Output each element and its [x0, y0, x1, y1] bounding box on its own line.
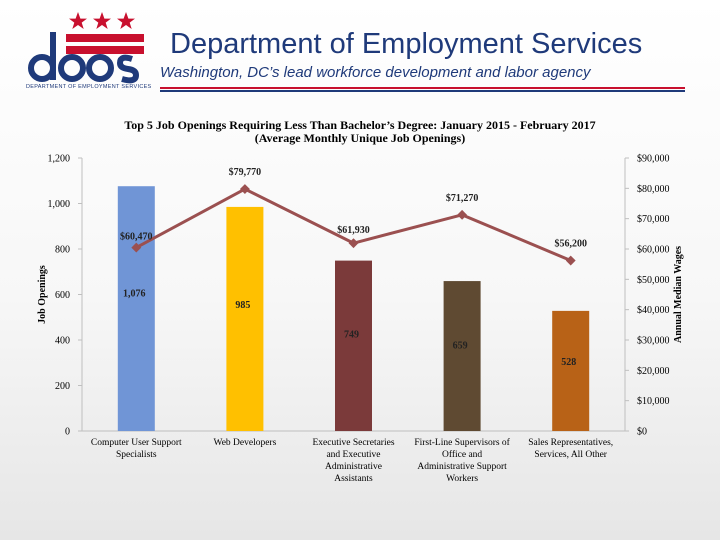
x-category-label: Assistants — [334, 474, 373, 484]
bar — [335, 260, 372, 431]
y-tick-label-right: $20,000 — [637, 366, 670, 377]
does-logo: does — [28, 12, 144, 84]
chart-title: Top 5 Job Openings Requiring Less Than B… — [124, 118, 596, 132]
wage-data-label: $61,930 — [337, 225, 370, 236]
x-category-label: Administrative — [325, 462, 382, 472]
y-axis-label-left: Job Openings — [37, 265, 48, 324]
bar-data-label: 659 — [453, 341, 468, 352]
wage-point — [239, 184, 250, 194]
y-tick-label-left: 1,200 — [48, 154, 71, 165]
y-tick-label-left: 1,000 — [48, 199, 71, 210]
x-category-label: Web Developers — [213, 438, 276, 448]
y-tick-label-left: 600 — [55, 290, 70, 301]
stars-icon — [69, 12, 135, 29]
wage-data-label: $79,770 — [229, 167, 262, 178]
x-category-label: Services, All Other — [534, 450, 607, 460]
y-tick-label-right: $30,000 — [637, 336, 670, 347]
y-tick-label-right: $60,000 — [637, 245, 670, 256]
bar — [117, 186, 155, 431]
header-rule-red — [160, 87, 685, 89]
y-tick-label-left: 400 — [55, 336, 70, 347]
x-category-label: Computer User Support — [91, 438, 182, 448]
chart-title-block: Top 5 Job Openings Requiring Less Than B… — [60, 119, 660, 145]
x-category-label: Workers — [446, 474, 478, 484]
page-subtitle: Washington, DC’s lead workforce developm… — [160, 64, 591, 81]
page-title: Department of Employment Services — [170, 28, 643, 60]
y-tick-label-right: $80,000 — [637, 184, 670, 195]
bar — [226, 206, 264, 431]
x-category-label: Sales Representatives, — [528, 438, 613, 448]
wage-data-label: $71,270 — [446, 193, 479, 204]
header-rule-navy — [160, 90, 685, 92]
bar-data-label: 985 — [235, 300, 250, 311]
y-tick-label-left: 0 — [65, 427, 70, 438]
y-tick-label-right: $10,000 — [637, 396, 670, 407]
bar-data-label: 528 — [561, 357, 576, 368]
y-tick-label-left: 200 — [55, 381, 70, 392]
x-category-label: Executive Secretaries — [312, 438, 394, 448]
wage-data-label: $60,470 — [120, 232, 153, 243]
y-tick-label-left: 800 — [55, 245, 70, 256]
y-tick-label-right: $90,000 — [637, 154, 670, 165]
logo-subtext: DEPARTMENT OF EMPLOYMENT SERVICES — [26, 84, 152, 90]
x-category-label: and Executive — [326, 450, 380, 460]
wage-point — [348, 238, 359, 249]
wage-data-label: $56,200 — [554, 239, 587, 250]
x-category-label: Administrative Support — [417, 462, 507, 472]
bar-data-label: 1,076 — [123, 288, 146, 299]
y-tick-label-right: $70,000 — [637, 214, 670, 225]
wage-point — [565, 255, 576, 266]
x-category-label: Office and — [442, 449, 482, 460]
y-tick-label-right: $50,000 — [637, 275, 670, 286]
bar — [552, 310, 590, 431]
y-tick-label-right: $0 — [637, 427, 647, 438]
y-axis-label-right: Annual Median Wages — [673, 246, 684, 343]
bar — [443, 281, 481, 431]
wage-point — [457, 209, 468, 220]
y-tick-label-right: $40,000 — [637, 305, 670, 316]
flag-bars-icon — [66, 34, 144, 54]
x-category-label: First-Line Supervisors of — [414, 437, 510, 448]
bar-data-label: 749 — [344, 329, 359, 340]
wage-point — [131, 242, 142, 253]
chart-subtitle: (Average Monthly Unique Job Openings) — [254, 131, 466, 145]
logo-lettering — [28, 32, 140, 84]
x-category-label: Specialists — [116, 450, 157, 460]
